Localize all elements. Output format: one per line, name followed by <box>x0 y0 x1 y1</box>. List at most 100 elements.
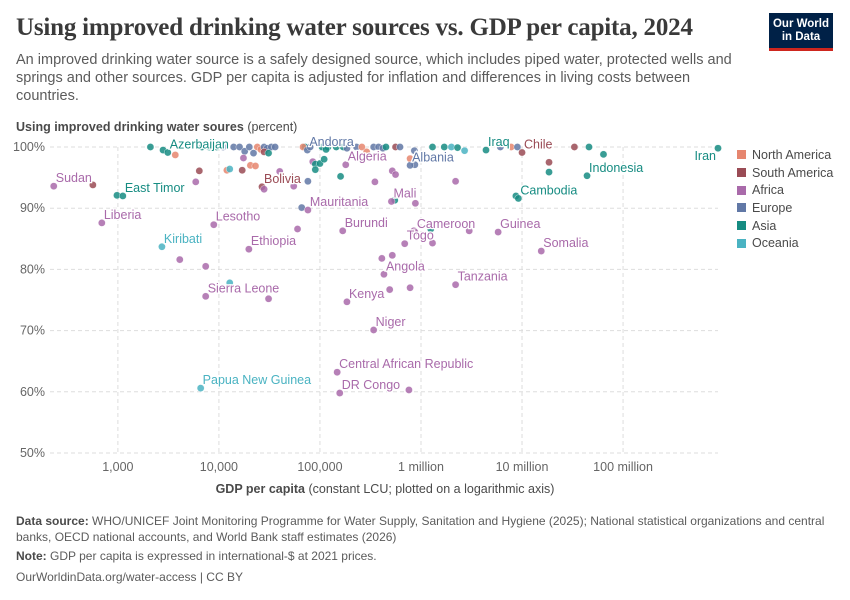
data-point-africa <box>451 280 460 289</box>
data-point-asia <box>382 143 390 151</box>
point-label: Kiribati <box>164 232 202 246</box>
point-label: Sierra Leone <box>208 281 280 295</box>
data-point-europe <box>410 146 419 155</box>
source-text: WHO/UNICEF Joint Monitoring Programme fo… <box>16 514 825 544</box>
data-point-asia <box>585 143 593 151</box>
data-point-europe <box>249 149 258 157</box>
data-point-asia <box>545 168 553 176</box>
point-label: Ethiopia <box>251 234 296 248</box>
data-point-africa <box>411 228 419 236</box>
data-point-europe <box>304 177 312 186</box>
data-point-africa <box>275 167 284 176</box>
data-point-north-america <box>362 148 371 156</box>
data-point-asia <box>336 172 345 181</box>
data-point-asia <box>311 165 320 174</box>
data-point-europe <box>406 161 414 170</box>
data-point-africa <box>191 178 200 186</box>
point-label: Sudan <box>56 171 92 185</box>
chart-subtitle: An improved drinking water source is a s… <box>16 52 732 104</box>
legend-item[interactable]: North America <box>737 146 833 164</box>
data-point-asia <box>119 192 127 200</box>
data-point-asia <box>320 155 328 164</box>
data-point-africa <box>451 177 460 186</box>
data-point-oceania <box>196 384 205 392</box>
data-point-asia <box>146 143 155 151</box>
data-point-europe <box>219 143 227 151</box>
owid-logo[interactable]: Our World in Data <box>769 13 833 51</box>
point-label: Central African Republic <box>339 357 473 371</box>
data-point-africa <box>494 228 502 236</box>
legend-swatch <box>737 238 746 248</box>
legend-label: North America <box>752 147 832 162</box>
x-tick-label: 100,000 <box>297 460 342 474</box>
data-point-asia <box>453 143 462 152</box>
data-point-africa <box>405 386 413 394</box>
legend-item[interactable]: Asia <box>737 217 833 235</box>
data-point-europe <box>513 143 522 151</box>
data-point-south-america <box>89 181 97 189</box>
legend-label: Africa <box>752 183 784 198</box>
data-point-africa <box>343 298 351 306</box>
point-label: Somalia <box>543 236 588 250</box>
data-point-europe <box>271 143 279 151</box>
y-tick-label: 70% <box>20 324 45 338</box>
data-point-europe <box>235 143 244 151</box>
data-point-africa <box>264 294 273 303</box>
data-point-africa <box>338 227 347 235</box>
data-point-oceania <box>460 146 469 155</box>
data-point-africa <box>289 182 298 190</box>
data-point-africa <box>428 239 437 247</box>
y-tick-label: 50% <box>20 446 45 460</box>
legend-label: Asia <box>752 218 777 233</box>
data-point-south-america <box>518 148 526 157</box>
point-label: Papua New Guinea <box>203 373 311 387</box>
data-point-asia <box>322 145 330 154</box>
chart-title: Using improved drinking water sources vs… <box>16 14 693 41</box>
data-point-africa <box>537 247 546 255</box>
data-point-africa <box>260 185 268 194</box>
legend-item[interactable]: Europe <box>737 199 833 217</box>
legend: North America South America Africa Europe As… <box>737 146 833 252</box>
point-label: Iran <box>694 149 716 163</box>
note: Note: GDP per capita is expressed in int… <box>16 548 826 564</box>
point-label: Mauritania <box>310 195 368 209</box>
data-point-africa <box>304 206 312 214</box>
point-label: Algeria <box>348 150 387 164</box>
data-point-africa <box>335 389 344 397</box>
source-label: Data source: <box>16 514 89 528</box>
legend-item[interactable]: Africa <box>737 181 833 199</box>
data-point-africa <box>387 197 396 206</box>
x-axis-label: GDP per capita (constant LCU; plotted on… <box>0 482 770 496</box>
y-tick-label: 60% <box>20 385 45 399</box>
data-point-africa <box>175 255 184 264</box>
legend-label: South America <box>752 165 834 180</box>
x-tick-label: 100 million <box>593 460 653 474</box>
data-point-asia <box>482 146 490 154</box>
x-tick-label: 1 million <box>398 460 444 474</box>
point-label: Togo <box>407 229 434 243</box>
legend-label: Europe <box>752 200 793 215</box>
x-tick-label: 10 million <box>496 460 549 474</box>
legend-item[interactable]: Oceania <box>737 234 833 252</box>
point-label: Liberia <box>104 208 142 222</box>
data-point-asia <box>205 143 213 151</box>
data-point-africa <box>391 170 400 179</box>
footer-link[interactable]: OurWorldinData.org/water-access | CC BY <box>16 570 243 584</box>
point-label: Indonesia <box>589 161 643 175</box>
point-label: Cameroon <box>417 217 475 231</box>
x-tick-label: 10,000 <box>200 460 238 474</box>
data-point-africa <box>49 182 58 190</box>
y-tick-label: 80% <box>20 262 45 276</box>
y-tick-label: 90% <box>20 201 45 215</box>
point-label: Andorra <box>309 135 354 149</box>
data-point-africa <box>245 245 253 254</box>
data-point-asia <box>428 143 437 151</box>
note-text: GDP per capita is expressed in internati… <box>50 549 377 563</box>
data-point-asia <box>426 225 435 233</box>
data-point-africa <box>369 326 378 334</box>
legend-item[interactable]: South America <box>737 164 833 182</box>
data-point-africa <box>411 199 420 208</box>
data-point-south-america <box>195 167 204 175</box>
legend-label: Oceania <box>752 236 799 251</box>
